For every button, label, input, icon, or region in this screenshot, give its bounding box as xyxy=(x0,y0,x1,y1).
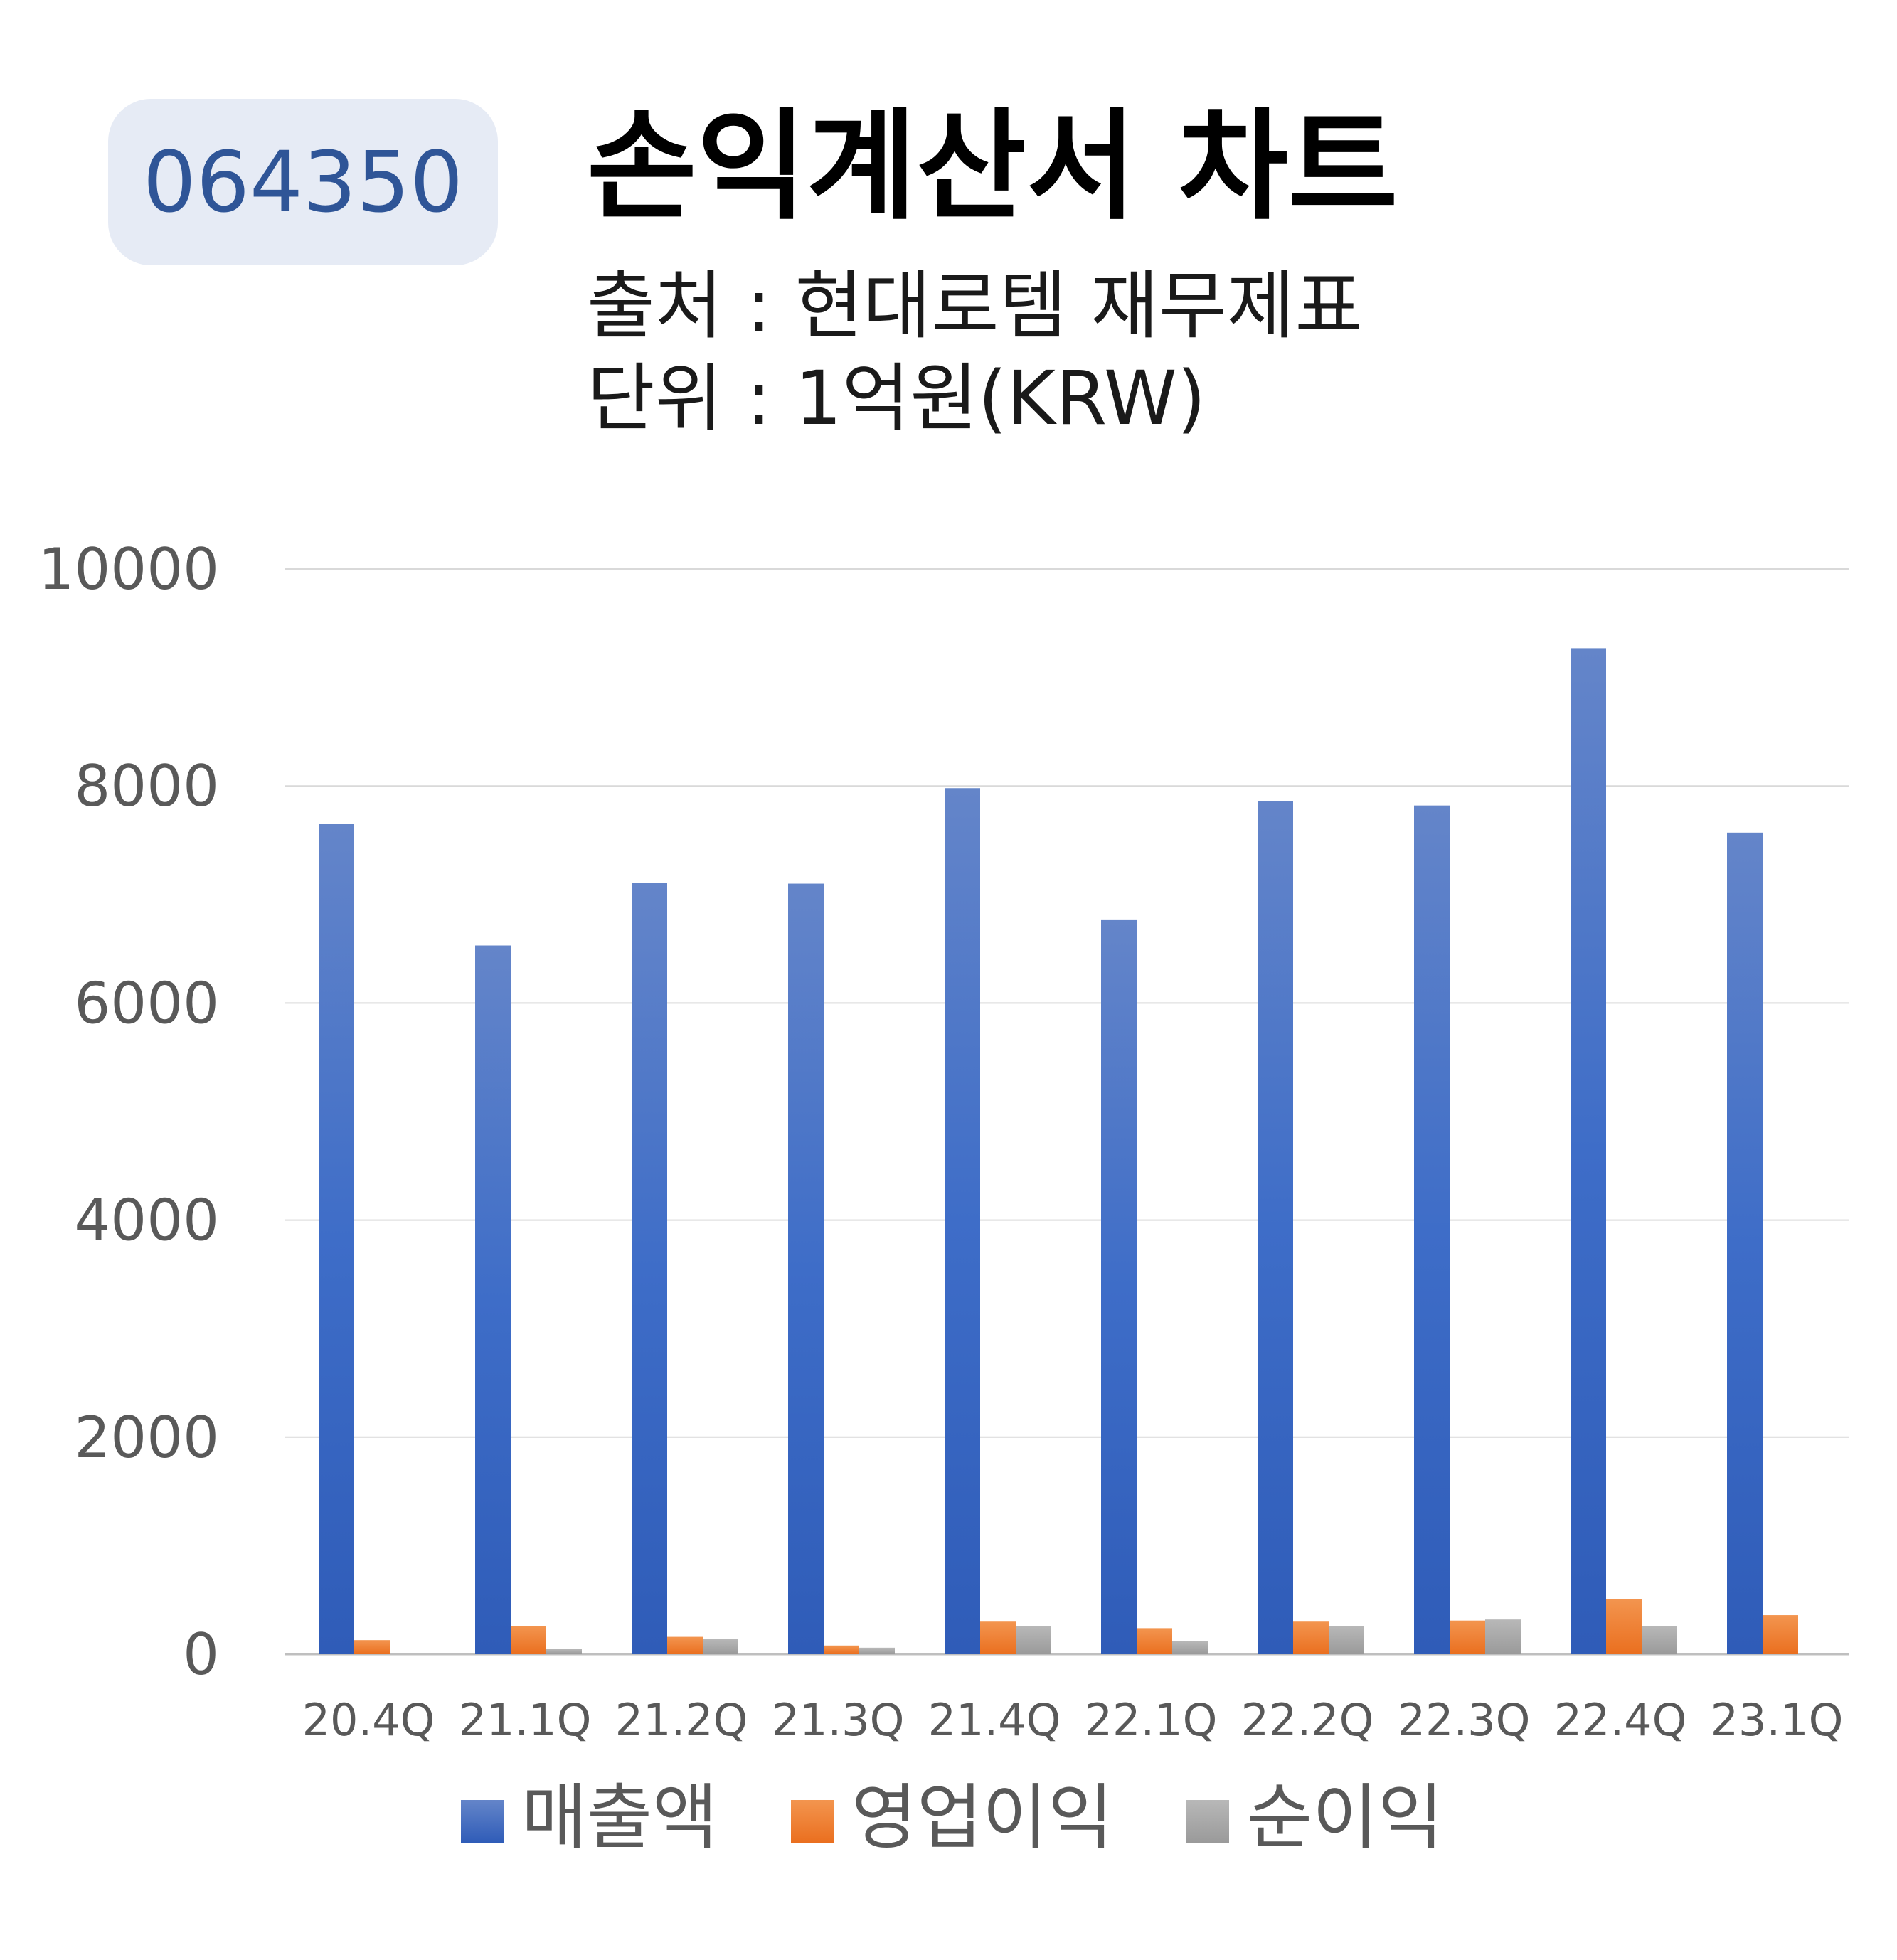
bar-영업이익-22.1Q xyxy=(1137,1628,1172,1654)
x-tick-label: 23.1Q xyxy=(1711,1694,1844,1746)
bar-영업이익-20.4Q xyxy=(354,1640,390,1654)
bar-매출액-23.1Q xyxy=(1727,832,1763,1654)
bar-영업이익-21.4Q xyxy=(980,1621,1016,1654)
x-axis-ticks: 20.4Q 21.1Q 21.2Q 21.3Q 21.4Q 22.1Q 22.2Q 22.3Q… xyxy=(302,1694,1844,1746)
bar-영업이익-21.3Q xyxy=(824,1645,859,1654)
bar-순이익-22.4Q xyxy=(1642,1626,1677,1654)
legend-swatch-영업이익 xyxy=(791,1800,834,1843)
bar-매출액-22.4Q xyxy=(1571,648,1606,1655)
y-tick-label: 10000 xyxy=(38,536,220,602)
bar-영업이익-22.4Q xyxy=(1606,1599,1642,1654)
legend-label: 매출액 xyxy=(521,1776,718,1859)
bar-매출액-22.3Q xyxy=(1414,805,1450,1654)
x-tick-label: 21.2Q xyxy=(615,1694,748,1746)
x-tick-label: 22.3Q xyxy=(1398,1694,1531,1746)
y-tick-label: 6000 xyxy=(74,970,219,1036)
x-tick-label: 22.1Q xyxy=(1085,1694,1218,1746)
legend-swatch-매출액 xyxy=(461,1800,504,1843)
legend: 매출액 영업이익 순이익 xyxy=(461,1776,1443,1859)
ticker-badge: 064350 xyxy=(108,99,498,265)
source-line: 출처 : 현대로템 재무제표 xyxy=(587,262,1364,349)
y-tick-label: 8000 xyxy=(74,753,219,819)
y-axis-ticks: 0 2000 4000 6000 8000 10000 xyxy=(38,536,220,1688)
bar-매출액-22.2Q xyxy=(1258,801,1293,1654)
x-tick-label: 22.2Q xyxy=(1241,1694,1374,1746)
bar-매출액-21.2Q xyxy=(632,883,667,1654)
bar-매출액-21.4Q xyxy=(945,788,980,1654)
bar-순이익-22.1Q xyxy=(1172,1641,1208,1654)
bar-영업이익-23.1Q xyxy=(1763,1615,1798,1654)
bar-영업이익-21.1Q xyxy=(511,1626,546,1654)
bar-영업이익-22.3Q xyxy=(1450,1620,1485,1654)
bar-매출액-22.1Q xyxy=(1101,919,1137,1654)
bar-순이익-22.2Q xyxy=(1329,1626,1364,1654)
bar-매출액-21.1Q xyxy=(475,945,511,1654)
x-tick-label: 20.4Q xyxy=(302,1694,435,1746)
x-tick-label: 21.1Q xyxy=(459,1694,592,1746)
bars xyxy=(319,648,1798,1655)
bar-영업이익-22.2Q xyxy=(1293,1621,1329,1654)
ticker-code: 064350 xyxy=(142,133,464,231)
chart-title: 손익계산서 차트 xyxy=(587,97,1398,236)
bar-순이익-21.3Q xyxy=(859,1647,895,1654)
bar-순이익-22.3Q xyxy=(1485,1619,1521,1654)
unit-line: 단위 : 1억원(KRW) xyxy=(587,355,1206,442)
bar-순이익-21.4Q xyxy=(1016,1626,1051,1654)
y-tick-label: 2000 xyxy=(74,1405,219,1471)
bar-순이익-21.1Q xyxy=(546,1649,582,1654)
legend-label: 영업이익 xyxy=(851,1776,1113,1859)
y-tick-label: 4000 xyxy=(74,1188,219,1254)
bar-순이익-21.2Q xyxy=(703,1639,738,1654)
bar-매출액-21.3Q xyxy=(788,883,824,1654)
bar-매출액-20.4Q xyxy=(319,824,354,1654)
legend-label: 순이익 xyxy=(1247,1776,1443,1859)
x-tick-label: 21.4Q xyxy=(928,1694,1061,1746)
bar-영업이익-21.2Q xyxy=(667,1636,703,1654)
gridlines xyxy=(285,568,1849,1656)
x-tick-label: 21.3Q xyxy=(772,1694,905,1746)
legend-swatch-순이익 xyxy=(1186,1800,1229,1843)
x-tick-label: 22.4Q xyxy=(1554,1694,1687,1746)
y-tick-label: 0 xyxy=(183,1621,219,1688)
